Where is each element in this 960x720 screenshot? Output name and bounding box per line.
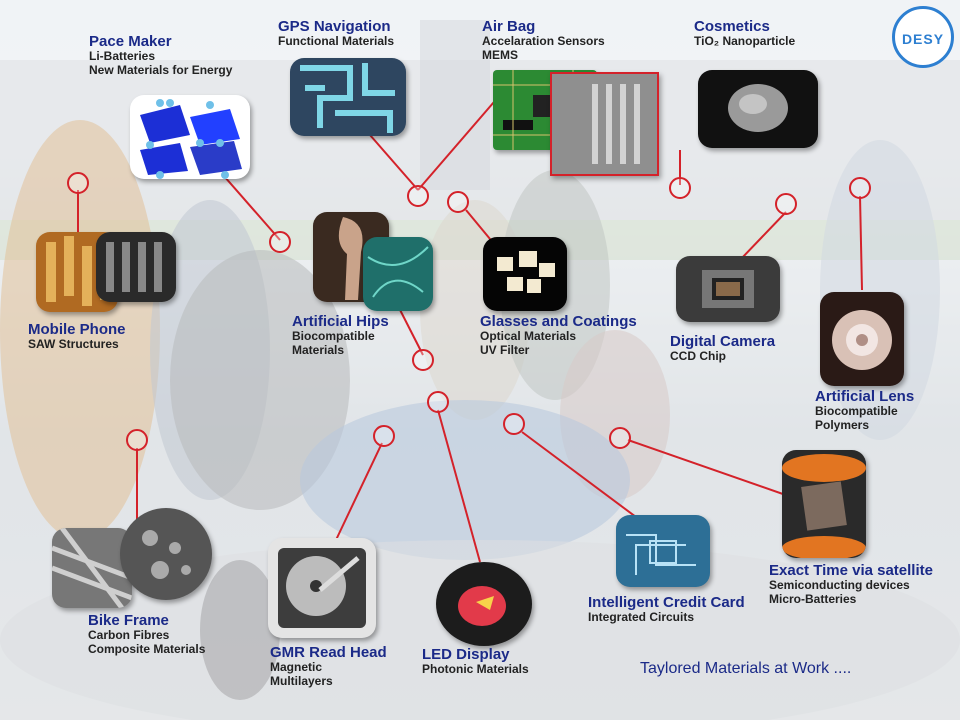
label-bike-frame: Bike Frame Carbon Fibres Composite Mater…: [88, 612, 206, 657]
led-display-image: [436, 562, 532, 646]
artificial-hips-cells-image: [363, 237, 433, 311]
label-artificial-hips: Artificial Hips Biocompatible Materials: [292, 313, 389, 358]
exact-time-satellite-image: [782, 450, 866, 558]
label-exact-time: Exact Time via satellite Semiconducting …: [769, 562, 933, 607]
label-glasses-coatings: Glasses and Coatings Optical Materials U…: [480, 313, 637, 358]
label-cosmetics: Cosmetics TiO₂ Nanoparticle: [694, 18, 796, 49]
label-pace-maker: Pace Maker Li-Batteries New Materials fo…: [89, 33, 233, 78]
pace-maker-image: [130, 95, 250, 179]
gmr-read-head-image: [268, 538, 376, 638]
gps-navigation-image: [290, 58, 406, 136]
label-gmr-read-head: GMR Read Head Magnetic Multilayers: [270, 644, 387, 689]
mobile-phone-structure-image: [96, 232, 176, 302]
label-gps-navigation: GPS Navigation Functional Materials: [278, 18, 395, 49]
label-air-bag: Air Bag Accelaration Sensors MEMS: [482, 18, 605, 63]
footer-caption: Taylored Materials at Work ....: [640, 660, 852, 677]
label-artificial-lens: Artificial Lens Biocompatible Polymers: [815, 388, 915, 433]
desy-logo: DESY: [892, 6, 954, 68]
cosmetics-image: [698, 70, 818, 148]
air-bag-mems-image: [550, 72, 659, 176]
label-led-display: LED Display Photonic Materials: [422, 646, 529, 677]
digital-camera-image: [676, 256, 780, 322]
bike-frame-composite-image: [120, 508, 212, 600]
logo-text: DESY: [901, 31, 945, 47]
intelligent-credit-card-image: [616, 515, 710, 587]
label-mobile-phone: Mobile Phone SAW Structures: [28, 321, 126, 352]
label-intelligent-credit-card: Intelligent Credit Card Integrated Circu…: [588, 594, 745, 625]
label-digital-camera: Digital Camera CCD Chip: [670, 333, 776, 364]
glasses-coatings-image: [483, 237, 567, 311]
bike-frame-fibres-image: [52, 528, 132, 608]
artificial-lens-image: [820, 292, 904, 386]
